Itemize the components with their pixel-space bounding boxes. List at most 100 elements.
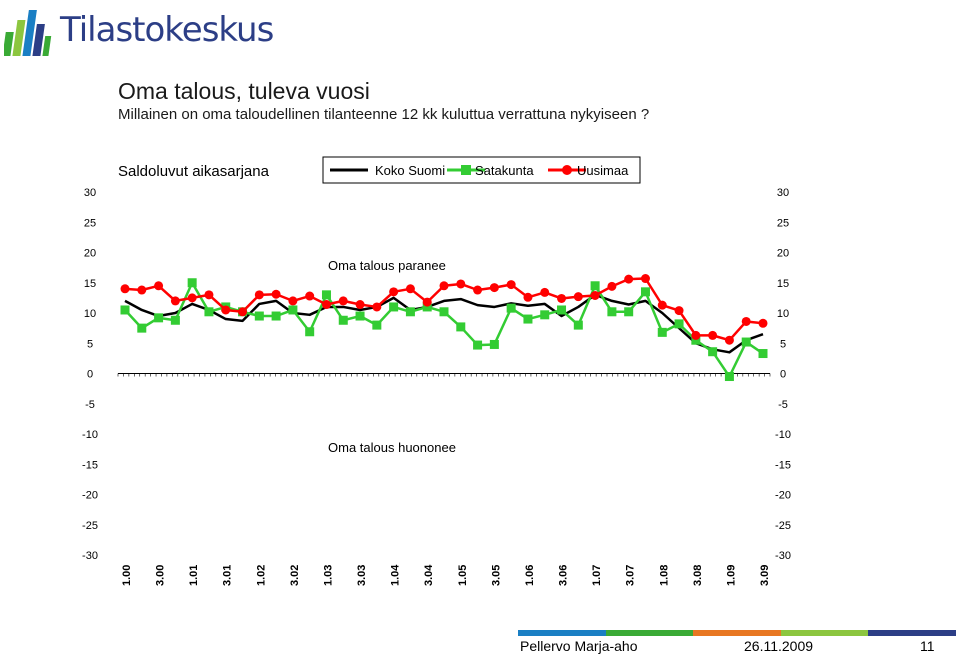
data-point-circle [154, 281, 164, 291]
data-point-square [389, 302, 399, 312]
y-tick-label-right: 15 [777, 278, 789, 290]
data-point-square [305, 327, 315, 337]
x-tick-label: 3.04 [423, 564, 435, 586]
data-point-circle [724, 335, 734, 345]
legend-label: Uusimaa [577, 163, 629, 178]
data-point-circle [120, 284, 130, 294]
data-point-square [640, 287, 650, 297]
data-point-circle [137, 285, 147, 295]
data-point-square [590, 281, 600, 291]
data-point-circle [741, 316, 751, 326]
x-tick-label: 1.05 [457, 565, 469, 586]
y-tick-label-right: -20 [775, 490, 791, 502]
data-point-circle [624, 274, 634, 284]
data-point-square [557, 305, 567, 315]
footer-color-bar [518, 630, 956, 636]
y-tick-label-left: 20 [84, 248, 96, 260]
y-tick-label-right: -30 [775, 550, 791, 562]
data-point-circle [305, 291, 315, 301]
annotation-worsens: Oma talous huononee [328, 440, 456, 455]
chart-title: Saldoluvut aikasarjana [118, 163, 270, 180]
data-point-circle [372, 302, 382, 312]
footer-bar-segment [780, 630, 869, 636]
line-chart: Saldoluvut aikasarjana Koko Suomi Satakun… [82, 156, 791, 586]
y-tick-label-right: 30 [777, 187, 789, 199]
data-point-circle [506, 280, 516, 290]
data-point-square [758, 349, 768, 359]
y-tick-label-right: 10 [777, 308, 789, 320]
data-point-square [456, 322, 466, 332]
data-point-square [741, 337, 751, 347]
data-point-circle [321, 300, 331, 310]
y-tick-label-left: 0 [87, 369, 93, 381]
y-tick-label-left: -20 [82, 490, 98, 502]
y-tick-label-right: 0 [780, 369, 786, 381]
x-tick-label: 1.04 [390, 564, 402, 586]
logo-bar [42, 36, 52, 56]
legend-marker-circle [562, 165, 572, 175]
data-point-square [254, 311, 264, 321]
data-point-square [607, 307, 617, 317]
y-tick-label-right: 25 [777, 217, 789, 229]
data-point-square [624, 307, 634, 317]
data-point-circle [405, 284, 415, 294]
data-point-square [288, 305, 298, 315]
y-tick-label-left: 25 [84, 217, 96, 229]
data-point-circle [590, 290, 600, 300]
data-point-circle [422, 297, 432, 307]
x-tick-label: 3.07 [625, 565, 637, 586]
x-tick-label: 3.02 [289, 565, 301, 586]
data-point-square [573, 320, 583, 330]
data-point-square [372, 320, 382, 330]
data-point-square [506, 303, 516, 313]
data-point-square [204, 307, 214, 317]
y-tick-label-left: 5 [87, 338, 93, 350]
data-point-square [271, 311, 281, 321]
tilastokeskus-logo: Tilastokeskus [2, 2, 274, 60]
data-point-square [154, 313, 164, 323]
logo-bar [22, 10, 37, 56]
y-tick-label-right: -10 [775, 429, 791, 441]
x-tick-label: 3.09 [759, 565, 771, 586]
y-tick-label-right: 20 [777, 248, 789, 260]
data-point-circle [221, 305, 231, 315]
logo-bar [12, 20, 26, 56]
data-point-circle [238, 307, 248, 317]
x-tick-label: 3.06 [558, 565, 570, 586]
page-subtitle: Millainen on oma taloudellinen tilanteen… [118, 106, 650, 123]
chart-series [120, 274, 768, 382]
annotation-improves: Oma talous paranee [328, 258, 446, 273]
data-point-square [405, 307, 415, 317]
data-point-circle [456, 279, 466, 289]
x-tick-label: 1.09 [725, 565, 737, 586]
y-tick-label-left: -10 [82, 429, 98, 441]
data-point-square [355, 311, 365, 321]
data-point-circle [439, 281, 449, 291]
data-point-circle [204, 290, 214, 300]
chart-annotations: Oma talous paranee Oma talous huononee [328, 258, 456, 455]
data-point-circle [640, 274, 650, 284]
data-point-square [724, 372, 734, 382]
data-point-square [708, 347, 718, 357]
legend-label: Satakunta [475, 163, 534, 178]
data-point-circle [473, 285, 483, 295]
data-point-circle [271, 289, 281, 299]
data-point-circle [254, 290, 264, 300]
x-tick-label: 1.01 [188, 565, 200, 586]
logo-bar [2, 32, 14, 56]
x-tick-label: 1.02 [255, 565, 267, 586]
x-tick-label: 1.08 [658, 565, 670, 586]
data-point-circle [674, 306, 684, 316]
data-point-circle [557, 293, 567, 303]
data-point-circle [607, 281, 617, 291]
data-point-square [170, 315, 180, 325]
data-point-square [439, 307, 449, 317]
data-point-square [120, 305, 130, 315]
data-point-circle [355, 300, 365, 310]
legend-marker-square [461, 165, 471, 175]
x-tick-label: 1.06 [524, 565, 536, 586]
x-tick-label: 3.00 [155, 565, 167, 586]
footer-bar-segment [868, 630, 956, 636]
y-tick-label-left: 10 [84, 308, 96, 320]
data-point-square [691, 335, 701, 345]
